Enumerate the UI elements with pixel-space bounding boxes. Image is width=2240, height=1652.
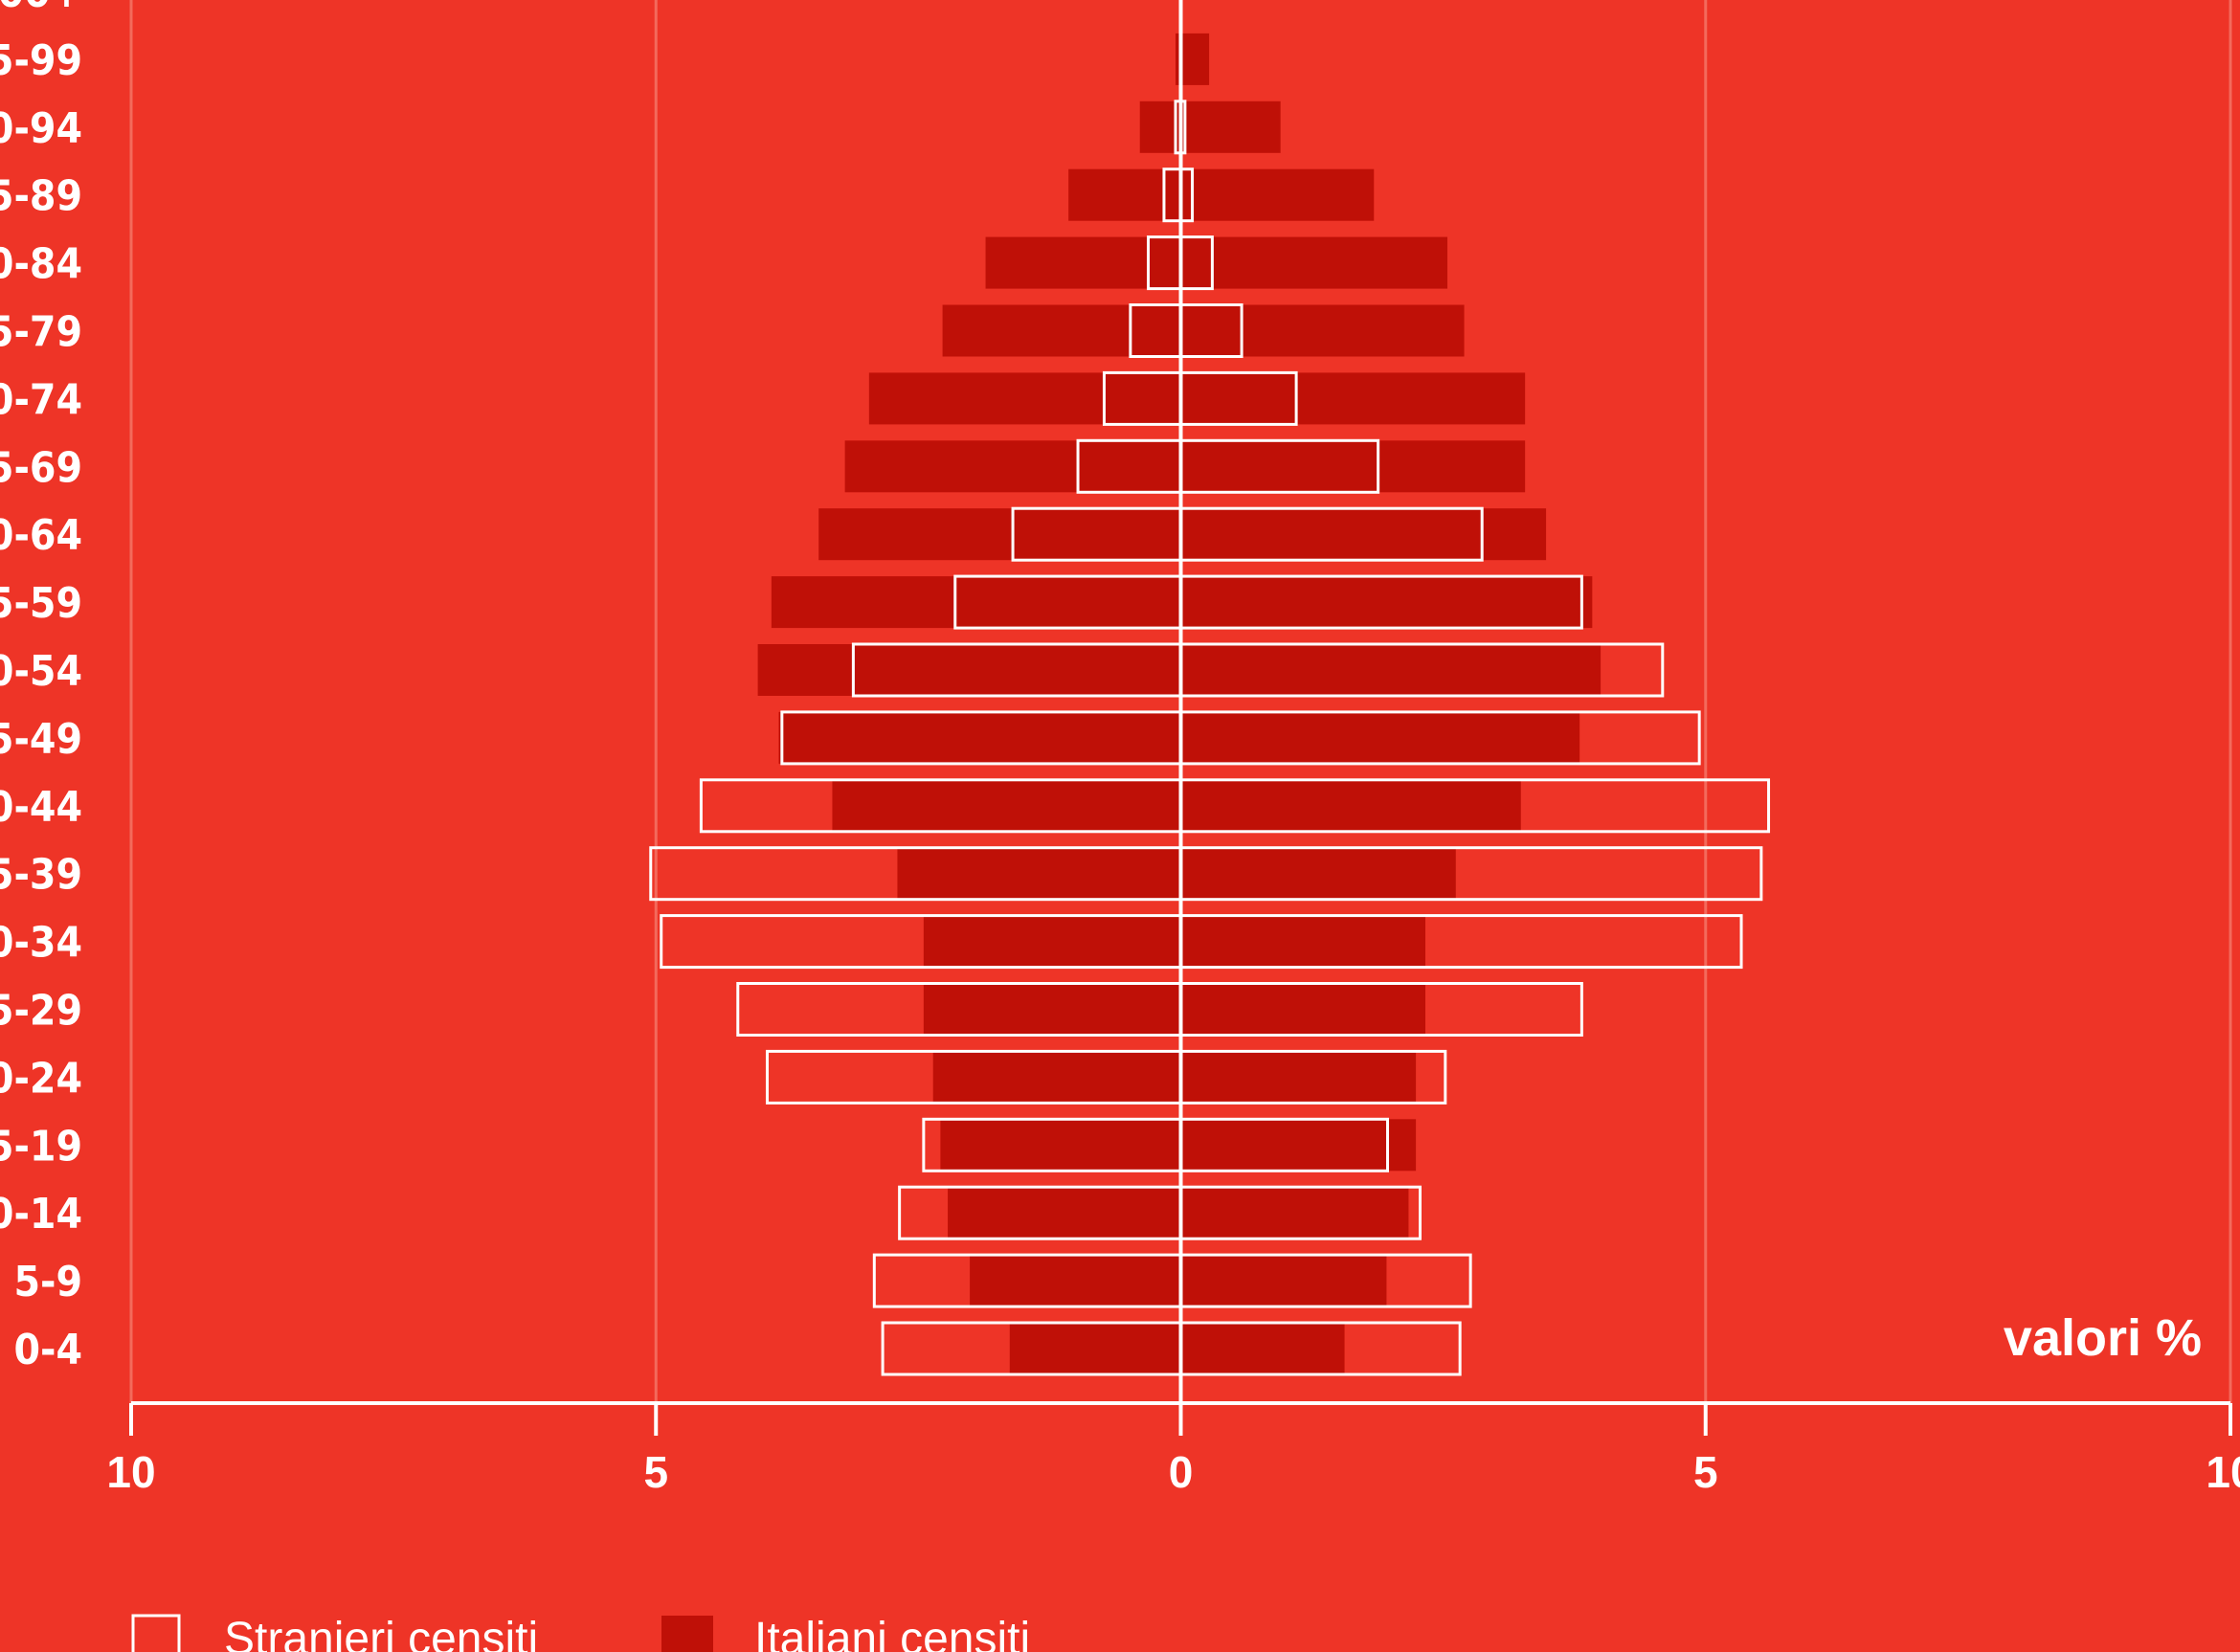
italiani-bar-left-20-24 <box>932 1051 1181 1104</box>
age-label-65-69: 65-69 <box>0 443 82 492</box>
age-label-80-84: 80-84 <box>0 240 82 289</box>
age-label-50-54: 50-54 <box>0 647 82 696</box>
stranieri-bar-75-79 <box>1129 303 1243 358</box>
x-tick-label-1: 5 <box>643 1447 668 1497</box>
italiani-bar-right-60-64 <box>1180 508 1547 561</box>
italiani-bar-left-10-14 <box>948 1187 1181 1239</box>
italiani-bar-right-30-34 <box>1180 915 1425 968</box>
italiani-bar-left-70-74 <box>868 372 1181 425</box>
italiani-bar-left-95-99 <box>1176 33 1181 85</box>
italiani-bar-left-65-69 <box>844 440 1181 493</box>
italiani-bar-right-70-74 <box>1180 372 1526 425</box>
stranieri-bar-30-34 <box>660 914 1743 970</box>
italiani-bar-right-90-94 <box>1180 100 1281 153</box>
italiani-bar-right-15-19 <box>1180 1119 1417 1172</box>
unit-label: valori % <box>2004 1309 2202 1367</box>
italiani-bar-left-25-29 <box>923 983 1181 1036</box>
stranieri-bar-40-44 <box>699 778 1771 834</box>
stranieri-bar-5-9 <box>872 1253 1472 1308</box>
italiani-bar-left-45-49 <box>778 711 1181 764</box>
italiani-bar-right-65-69 <box>1180 440 1526 493</box>
italiani-bar-right-5-9 <box>1180 1255 1387 1307</box>
age-label-45-49: 45-49 <box>0 715 82 764</box>
x-tick-label-3: 5 <box>1693 1447 1718 1497</box>
italiani-bar-right-0-4 <box>1180 1323 1345 1374</box>
stranieri-bar-15-19 <box>922 1117 1390 1172</box>
stranieri-bar-35-39 <box>649 846 1763 902</box>
italiani-bar-left-35-39 <box>897 847 1181 900</box>
x-tick-label-0: 10 <box>106 1447 155 1497</box>
stranieri-bar-20-24 <box>765 1049 1447 1105</box>
legend-label-italiani: Italiani censiti <box>754 1614 1030 1652</box>
italiani-bar-left-0-4 <box>1009 1323 1181 1374</box>
age-label-40-44: 40-44 <box>0 783 82 832</box>
italiani-bar-left-75-79 <box>942 304 1181 357</box>
age-label-60-64: 60-64 <box>0 511 82 560</box>
stranieri-bar-65-69 <box>1076 438 1380 494</box>
italiani-bar-right-50-54 <box>1180 644 1602 696</box>
age-label-25-29: 25-29 <box>0 987 82 1036</box>
italiani-bar-left-55-59 <box>771 576 1181 629</box>
italiani-bar-right-85-89 <box>1180 168 1375 221</box>
age-label-85-89: 85-89 <box>0 172 82 221</box>
age-label-55-59: 55-59 <box>0 579 82 628</box>
stranieri-bar-70-74 <box>1102 370 1298 426</box>
italiani-bar-right-40-44 <box>1180 779 1521 832</box>
age-label-5-9: 5-9 <box>13 1258 82 1306</box>
x-tick-label-2: 0 <box>1169 1447 1194 1497</box>
italiani-bar-right-45-49 <box>1180 711 1580 764</box>
italiani-bar-left-50-54 <box>757 644 1181 696</box>
italiani-bar-right-10-14 <box>1180 1187 1409 1239</box>
italiani-bar-left-90-94 <box>1139 100 1181 153</box>
age-label-95-99: 95-99 <box>0 36 82 85</box>
stranieri-bar-60-64 <box>1011 506 1484 562</box>
age-label-100+: 100+ <box>0 0 82 17</box>
stranieri-bar-10-14 <box>898 1185 1422 1240</box>
italiani-bar-left-85-89 <box>1068 168 1181 221</box>
age-label-30-34: 30-34 <box>0 919 82 968</box>
age-label-90-94: 90-94 <box>0 104 82 153</box>
stranieri-bar-0-4 <box>881 1321 1462 1376</box>
italiani-bar-left-5-9 <box>970 1255 1181 1307</box>
italiani-bar-right-55-59 <box>1180 576 1593 629</box>
age-label-70-74: 70-74 <box>0 375 82 424</box>
stranieri-bar-25-29 <box>736 982 1583 1037</box>
legend-label-stranieri: Stranieri censiti <box>224 1614 538 1652</box>
italiani-bar-right-95-99 <box>1180 33 1210 85</box>
italiani-bar-right-20-24 <box>1180 1051 1417 1104</box>
legend-swatch-stranieri <box>131 1614 181 1652</box>
italiani-bar-left-40-44 <box>832 779 1181 832</box>
stranieri-bar-45-49 <box>780 710 1701 766</box>
italiani-bar-left-60-64 <box>818 508 1181 561</box>
legend-swatch-italiani <box>661 1616 713 1652</box>
x-tick-label-4: 10 <box>2206 1447 2240 1497</box>
italiani-bar-left-30-34 <box>923 915 1181 968</box>
italiani-bar-right-75-79 <box>1180 304 1465 357</box>
age-label-75-79: 75-79 <box>0 308 82 357</box>
stranieri-bar-85-89 <box>1162 167 1195 223</box>
age-label-15-19: 15-19 <box>0 1122 82 1171</box>
italiani-bar-left-80-84 <box>985 236 1181 289</box>
age-label-10-14: 10-14 <box>0 1190 82 1239</box>
italiani-bar-right-25-29 <box>1180 983 1425 1036</box>
stranieri-bar-55-59 <box>953 574 1583 630</box>
age-label-35-39: 35-39 <box>0 851 82 900</box>
italiani-bar-right-35-39 <box>1180 847 1456 900</box>
age-label-20-24: 20-24 <box>0 1054 82 1103</box>
stranieri-bar-50-54 <box>851 642 1665 698</box>
italiani-bar-right-80-84 <box>1180 236 1448 289</box>
age-label-0-4: 0-4 <box>13 1326 82 1374</box>
italiani-bar-left-15-19 <box>940 1119 1181 1172</box>
